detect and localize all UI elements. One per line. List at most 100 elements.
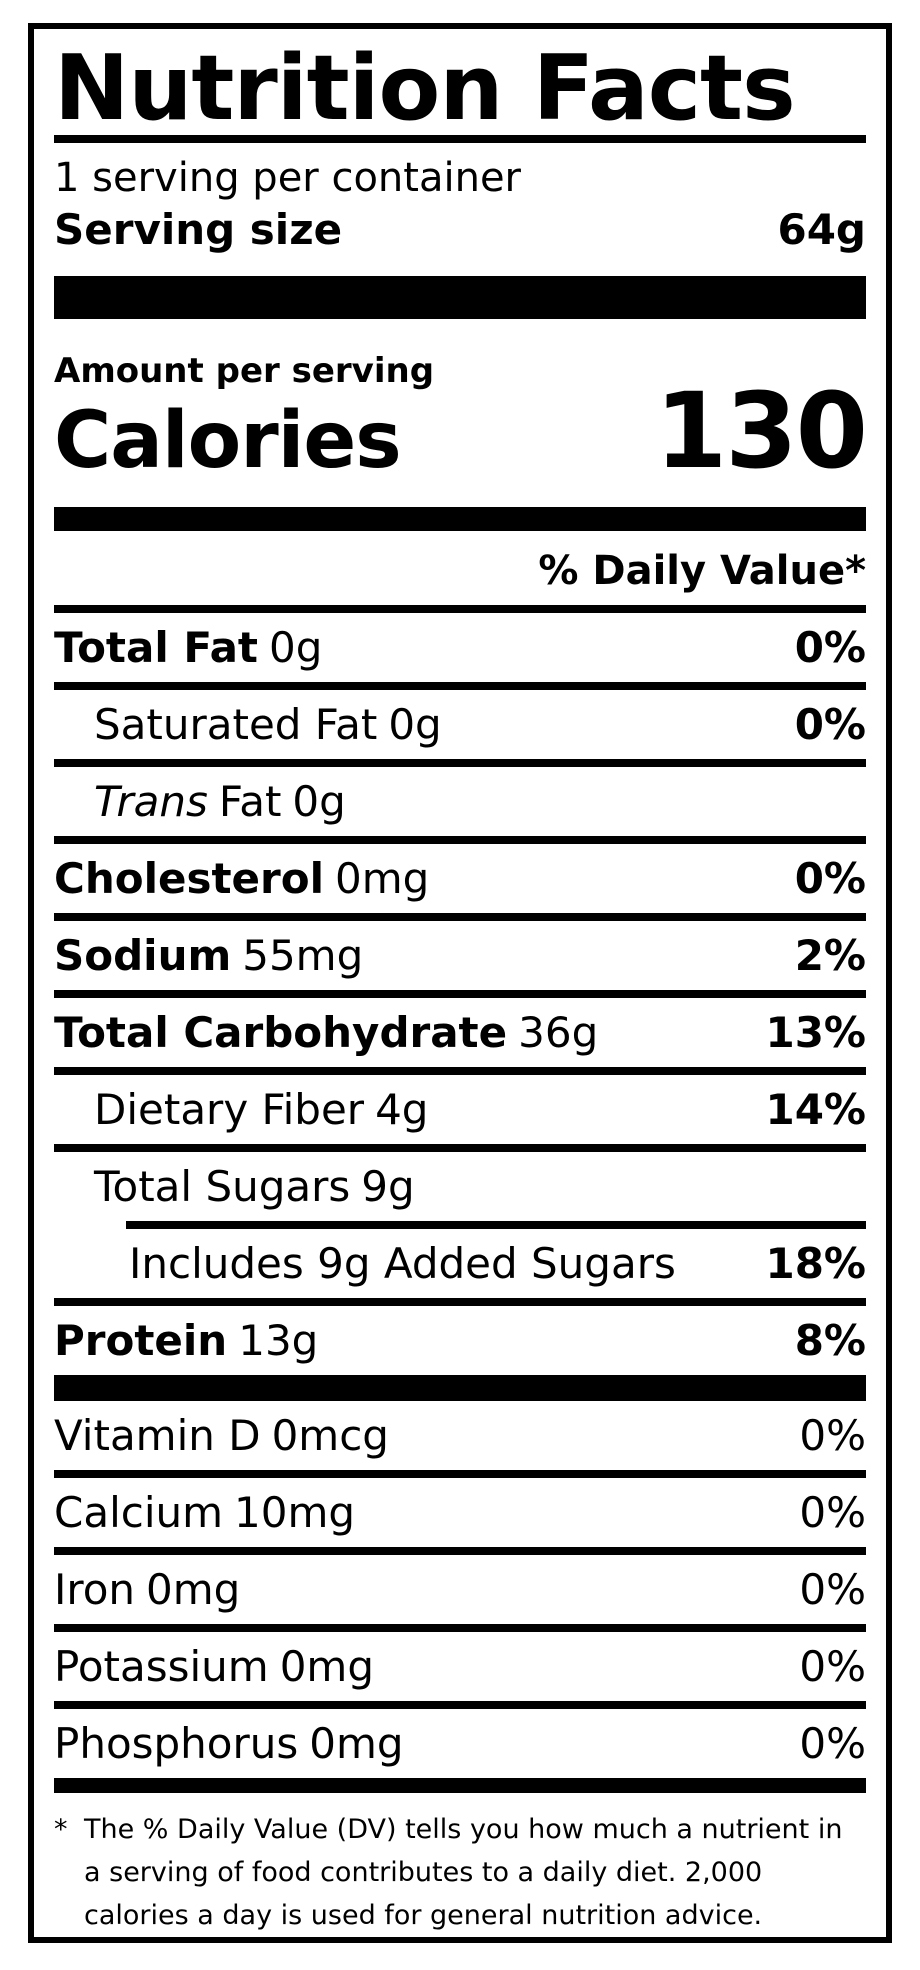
daily-value: 0% [794, 623, 866, 672]
nutrient-amount: 0g [269, 623, 323, 672]
footnote-asterisk: * [54, 1814, 68, 1845]
nutrient-name: Vitamin D [54, 1411, 261, 1460]
nutrient-name: Sodium [54, 931, 232, 980]
row-dietary-fiber: Dietary Fiber 4g 14% [54, 1075, 866, 1144]
row-trans-fat: Trans Fat 0g [54, 767, 866, 836]
separator-rule-indented [126, 1221, 866, 1229]
row-calcium: Calcium 10mg 0% [54, 1478, 866, 1547]
calories-divider-bar [54, 507, 866, 531]
nutrient-text: Saturated Fat 0g [54, 703, 442, 746]
footnote-divider-bar [54, 1778, 866, 1793]
separator-rule [54, 759, 866, 767]
row-added-sugars: Includes 9g Added Sugars 18% [54, 1229, 866, 1298]
nutrient-text: Includes 9g Added Sugars [54, 1242, 676, 1285]
footnote-text: The % Daily Value (DV) tells you how muc… [84, 1814, 843, 1931]
nutrient-name: Phosphorus [54, 1719, 299, 1768]
nutrient-name: Protein [54, 1316, 228, 1365]
nutrient-name: Saturated Fat [94, 700, 378, 749]
nutrient-name: Total Carbohydrate [54, 1008, 508, 1057]
nutrient-text: Sodium 55mg [54, 934, 363, 977]
row-cholesterol: Cholesterol 0mg 0% [54, 844, 866, 913]
nutrient-amount: 0mg [309, 1719, 404, 1768]
separator-rule [54, 1470, 866, 1478]
row-potassium: Potassium 0mg 0% [54, 1632, 866, 1701]
title-divider-rule [54, 135, 866, 143]
daily-value: 13% [765, 1008, 866, 1057]
amount-per-serving-label: Amount per serving [54, 351, 435, 391]
nutrient-name: Cholesterol [54, 854, 324, 903]
nutrient-name: Total Sugars [94, 1162, 351, 1211]
serving-size-value: 64g [777, 205, 866, 254]
nutrient-name: Dietary Fiber [94, 1085, 365, 1134]
daily-value: 14% [765, 1085, 866, 1134]
label-title: Nutrition Facts [54, 36, 796, 141]
calories-value: 130 [654, 370, 868, 492]
nutrient-amount: 0mg [146, 1565, 241, 1614]
daily-value: 0% [794, 700, 866, 749]
nutrient-text: Total Carbohydrate 36g [54, 1011, 598, 1054]
row-total-sugars: Total Sugars 9g [54, 1152, 866, 1221]
separator-rule [54, 1067, 866, 1075]
daily-value: 0% [799, 1719, 866, 1768]
daily-value: 8% [794, 1316, 866, 1365]
daily-value: 0% [794, 854, 866, 903]
nutrient-text: Vitamin D 0mcg [54, 1414, 389, 1457]
protein-divider-bar [54, 1375, 866, 1401]
nutrient-amount: 0mg [335, 854, 430, 903]
daily-value: 0% [799, 1565, 866, 1614]
nutrient-amount: 0mg [279, 1642, 374, 1691]
nutrient-name: Includes 9g Added Sugars [129, 1239, 676, 1288]
separator-rule [54, 836, 866, 844]
nutrient-text: Total Fat 0g [54, 626, 322, 669]
separator-rule [54, 913, 866, 921]
daily-value: 18% [765, 1239, 866, 1288]
row-saturated-fat: Saturated Fat 0g 0% [54, 690, 866, 759]
nutrient-name-italic: Trans [94, 777, 208, 826]
nutrient-amount: 10mg [234, 1488, 356, 1537]
nutrient-name: Iron [54, 1565, 136, 1614]
nutrient-text: Calcium 10mg [54, 1491, 355, 1534]
nutrient-text: Trans Fat 0g [54, 780, 346, 823]
nutrient-name: Calcium [54, 1488, 224, 1537]
row-total-fat: Total Fat 0g 0% [54, 613, 866, 682]
nutrient-amount: 36g [518, 1008, 599, 1057]
serving-size-label: Serving size [54, 205, 343, 254]
nutrient-text: Total Sugars 9g [54, 1165, 415, 1208]
nutrient-text: Protein 13g [54, 1319, 318, 1362]
separator-rule [54, 1624, 866, 1632]
row-protein: Protein 13g 8% [54, 1306, 866, 1375]
row-phosphorus: Phosphorus 0mg 0% [54, 1709, 866, 1778]
row-total-carbohydrate: Total Carbohydrate 36g 13% [54, 998, 866, 1067]
nutrient-amount: 9g [361, 1162, 415, 1211]
nutrient-text: Potassium 0mg [54, 1645, 374, 1688]
calories-label: Calories [54, 396, 402, 486]
nutrient-amount: 0g [292, 777, 346, 826]
daily-value: 0% [799, 1642, 866, 1691]
separator-rule [54, 682, 866, 690]
nutrient-amount: 0mcg [271, 1411, 389, 1460]
nutrient-name: Potassium [54, 1642, 269, 1691]
nutrient-text: Iron 0mg [54, 1568, 240, 1611]
separator-rule [54, 1298, 866, 1306]
daily-value: 0% [799, 1488, 866, 1537]
separator-rule [54, 1547, 866, 1555]
serving-size-row: Serving size 64g [54, 204, 866, 256]
daily-value-header: % Daily Value* [538, 548, 866, 594]
separator-rule [54, 605, 866, 613]
row-iron: Iron 0mg 0% [54, 1555, 866, 1624]
nutrient-name: Total Fat [54, 623, 259, 672]
nutrient-amount: 0g [388, 700, 442, 749]
nutrient-amount: 13g [238, 1316, 319, 1365]
nutrient-name: Fat [218, 777, 282, 826]
nutrient-amount: 4g [375, 1085, 429, 1134]
servings-per-container: 1 serving per container [54, 155, 521, 201]
separator-rule [54, 990, 866, 998]
separator-rule [54, 1144, 866, 1152]
nutrient-text: Dietary Fiber 4g [54, 1088, 428, 1131]
footnote: * The % Daily Value (DV) tells you how m… [54, 1808, 866, 1937]
nutrient-text: Phosphorus 0mg [54, 1722, 404, 1765]
nutrient-amount: 55mg [242, 931, 364, 980]
nutrition-facts-label: Nutrition Facts 1 serving per container … [28, 23, 892, 1943]
calories-row: Calories 130 [54, 370, 868, 493]
thick-divider-bar [54, 276, 866, 319]
